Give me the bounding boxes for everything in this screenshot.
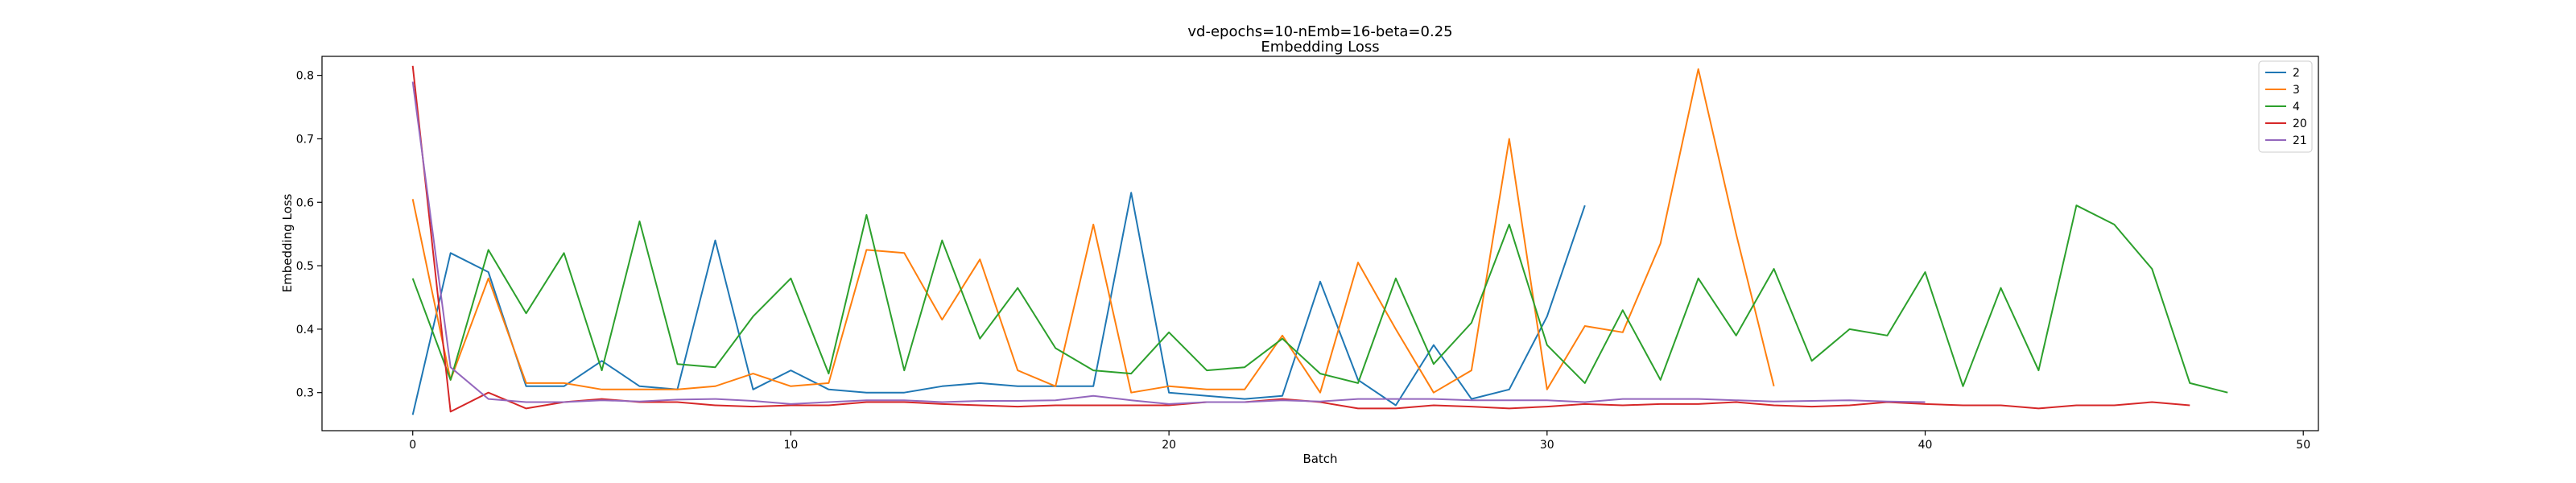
y-axis-ticks: 0.3 0.4 0.5 0.6 0.7 0.8 <box>296 70 322 400</box>
series-line-2 <box>411 192 1586 415</box>
x-tick-label: 30 <box>1540 439 1554 452</box>
x-tick-label: 20 <box>1162 439 1176 452</box>
y-tick-label: 0.6 <box>296 196 314 209</box>
series-lines <box>411 65 2228 415</box>
x-tick-label: 50 <box>2296 439 2310 452</box>
x-tick-label: 40 <box>1918 439 1933 452</box>
x-axis-ticks: 0 10 20 30 40 50 <box>409 431 2310 452</box>
series-line-3 <box>411 68 1775 394</box>
legend: 2 3 4 20 21 <box>2258 60 2313 153</box>
series-line-21 <box>411 81 1926 405</box>
legend-entry: 4 <box>2293 101 2300 114</box>
legend-entry: 20 <box>2293 118 2307 130</box>
legend-entry: 2 <box>2293 67 2300 80</box>
chart-title: vd-epochs=10-nEmb=16-beta=0.25 <box>1187 23 1452 40</box>
y-axis-label: Embedding Loss <box>280 193 295 292</box>
x-tick-label: 10 <box>784 439 799 452</box>
series-line-4 <box>411 204 2228 394</box>
chart-subtitle: Embedding Loss <box>1261 39 1379 56</box>
x-tick-label: 0 <box>409 439 416 452</box>
y-tick-label: 0.8 <box>296 70 314 83</box>
legend-entry: 3 <box>2293 84 2300 97</box>
x-axis-label: Batch <box>1302 452 1337 466</box>
y-tick-label: 0.4 <box>296 324 314 336</box>
legend-entry: 21 <box>2293 134 2307 147</box>
plot-frame <box>321 56 2319 431</box>
y-tick-label: 0.3 <box>296 387 314 400</box>
y-tick-label: 0.7 <box>296 133 314 146</box>
y-tick-label: 0.5 <box>296 260 314 273</box>
